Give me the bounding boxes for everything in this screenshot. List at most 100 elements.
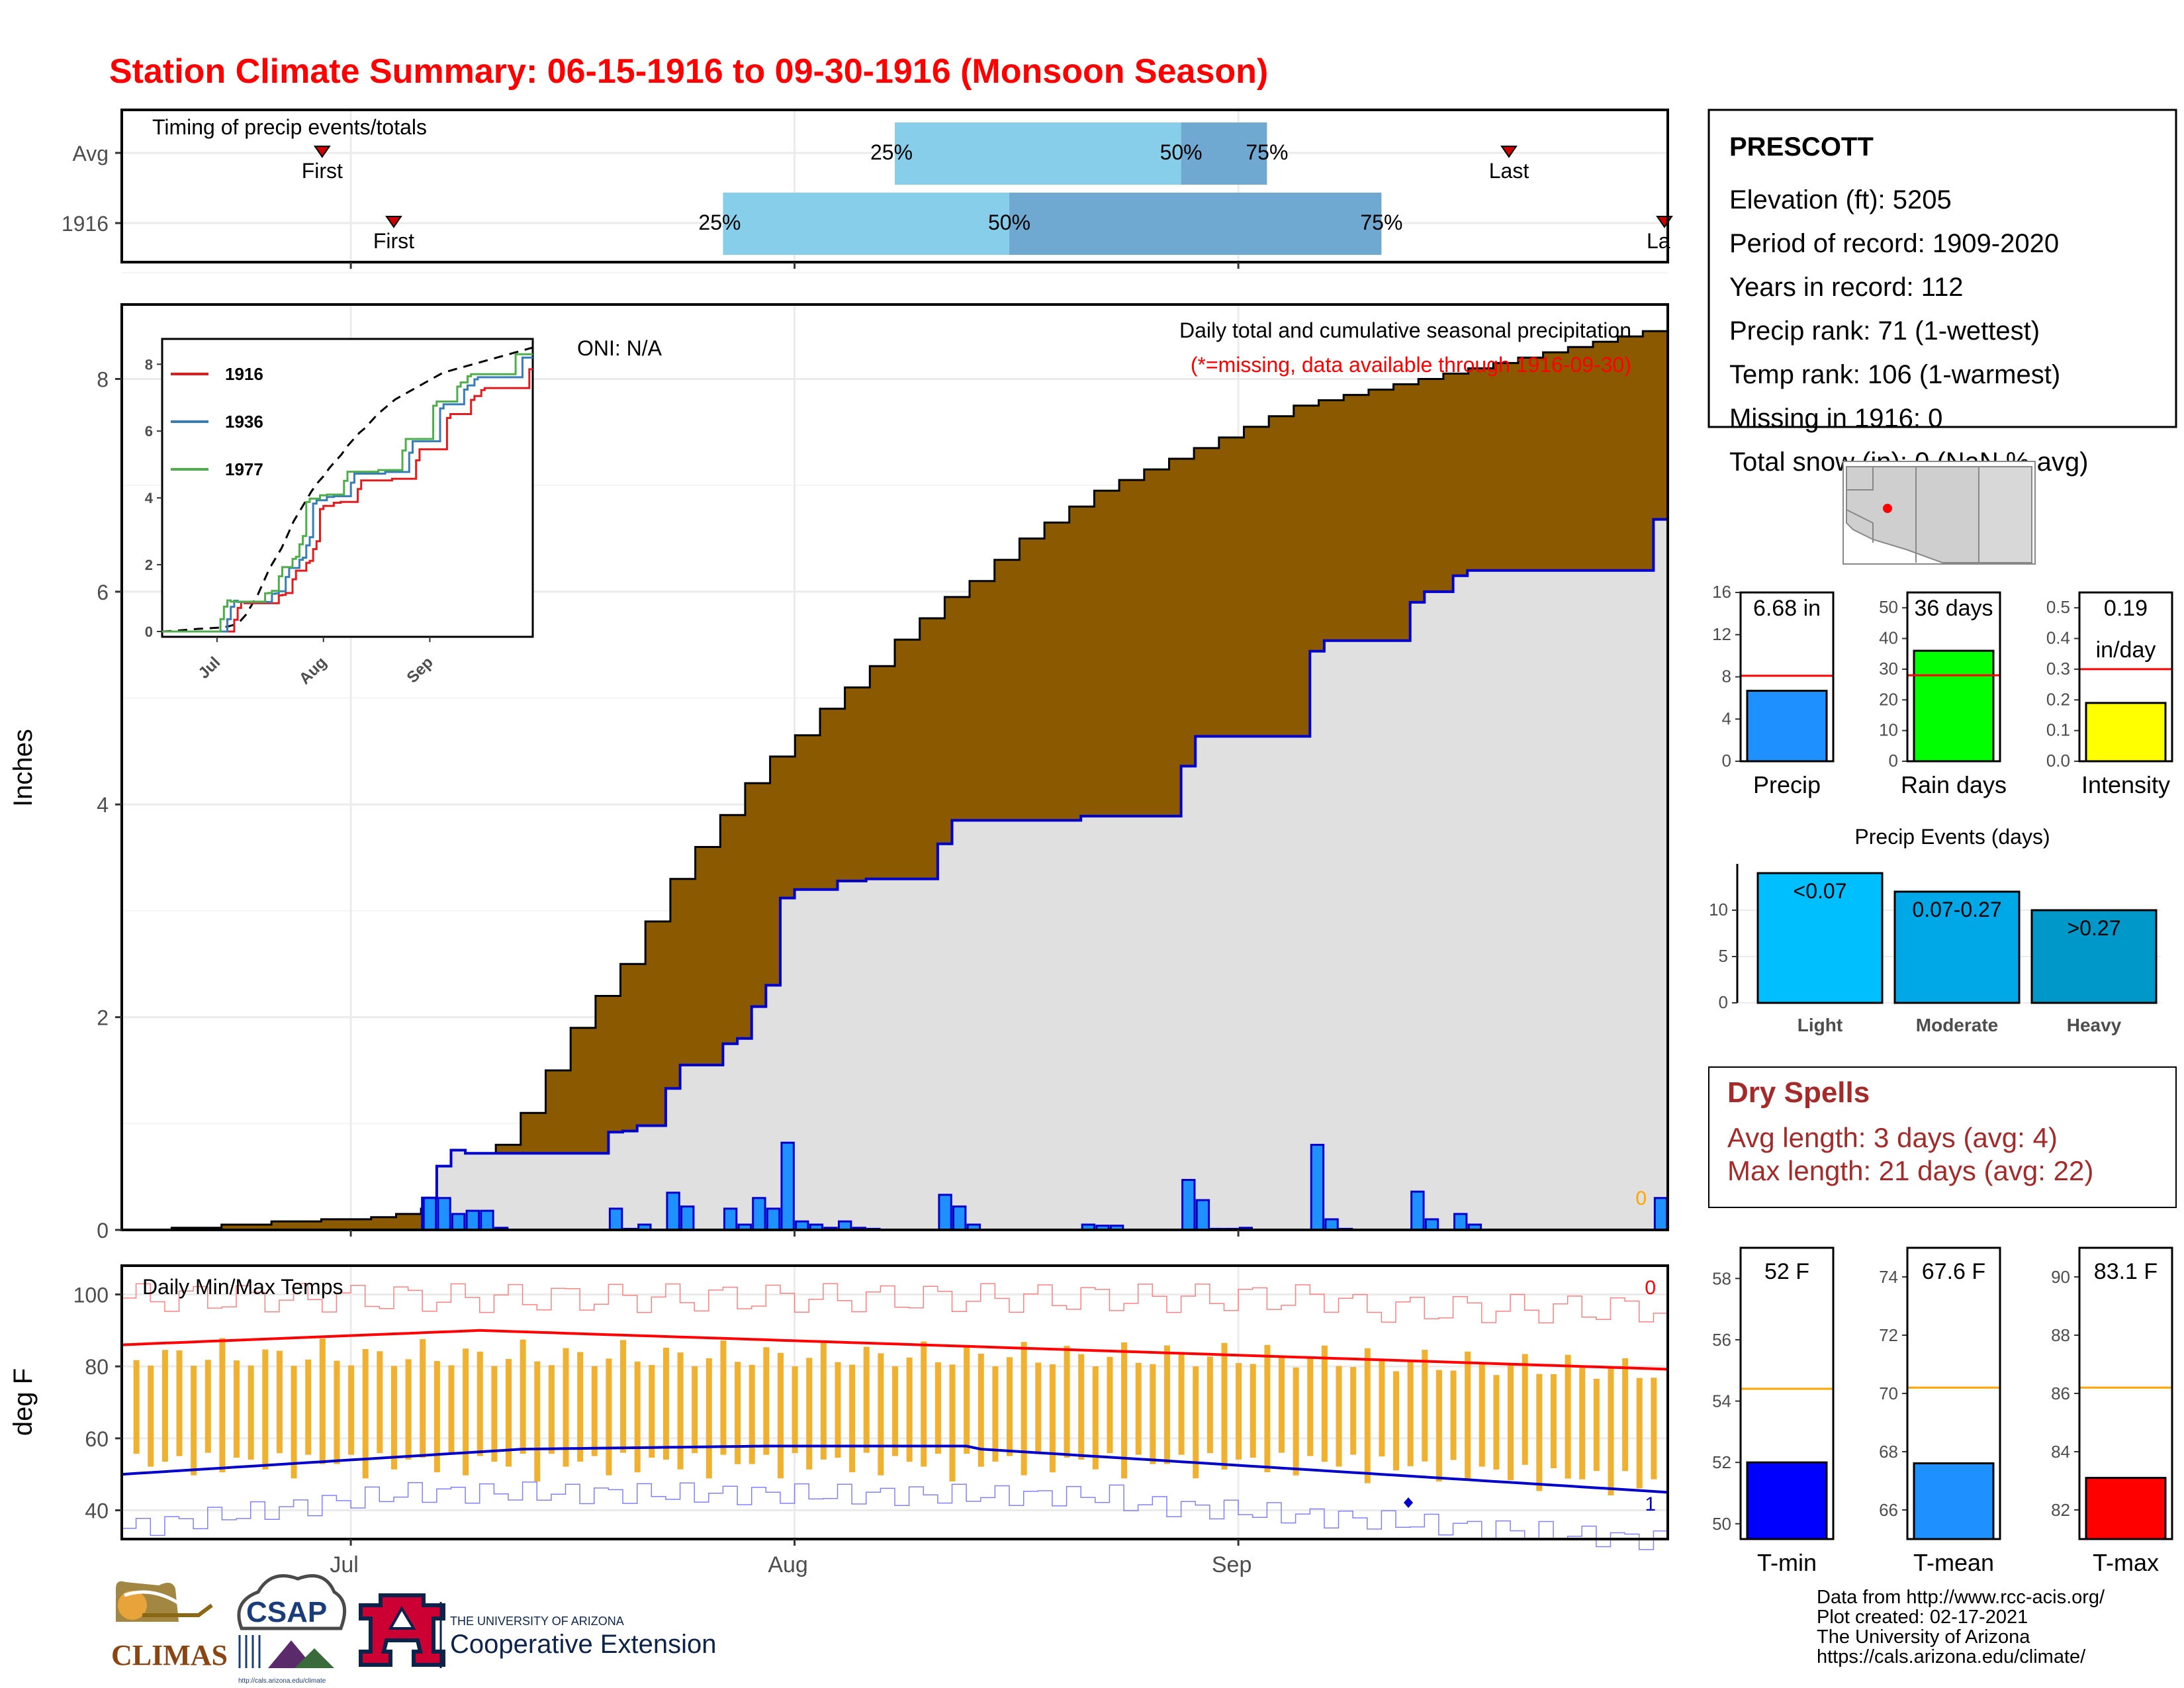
temp-bar-y-tick-label: 88 xyxy=(2051,1325,2070,1345)
events-bar xyxy=(2030,909,2158,1004)
mini-y-tick-label: 20 xyxy=(1879,689,1898,709)
mini-y-tick-label: 0 xyxy=(1889,751,1898,771)
daily-precip-bar xyxy=(1324,1218,1339,1231)
temp-bar-value-label: 83.1 F xyxy=(2094,1259,2158,1284)
plot-border xyxy=(120,303,1669,1231)
station-info-line: Precip rank: 71 (1-wettest) xyxy=(1729,316,2040,346)
timing-first-marker xyxy=(385,216,402,228)
climas-wordmark: CLIMAS xyxy=(111,1639,228,1671)
temp-count-top: 0 xyxy=(1645,1277,1656,1299)
daily-temp-bar xyxy=(248,1365,254,1460)
daily-temp-bar xyxy=(491,1366,498,1462)
csap-wordmark: CSAP xyxy=(246,1596,327,1628)
record-low-line xyxy=(122,1481,1668,1550)
daily-temp-bar xyxy=(1435,1370,1442,1482)
daily-temp-bar xyxy=(362,1348,369,1479)
daily-temp-bar xyxy=(1508,1364,1514,1480)
temp-y-tick-label: 100 xyxy=(73,1283,109,1307)
mini-y-tick-label: 10 xyxy=(1879,720,1898,740)
record-low-marker xyxy=(1404,1497,1413,1508)
daily-temp-bar xyxy=(506,1358,512,1467)
mini-bar-value-label: 6.68 in xyxy=(1753,596,1821,621)
daily-temp-bar xyxy=(377,1351,383,1454)
mini-y-tick-label: 0.3 xyxy=(2046,659,2070,679)
daily-precip-bar xyxy=(1653,1197,1668,1231)
daily-temp-bar xyxy=(964,1346,970,1454)
daily-temp-bar xyxy=(1321,1345,1328,1462)
daily-precip-bar xyxy=(1181,1178,1196,1231)
daily-temp-bar xyxy=(735,1362,741,1464)
temp-bar-y-tick-label: 82 xyxy=(2051,1500,2070,1520)
temp-border xyxy=(120,1264,1669,1540)
inset-legend-label: 1977 xyxy=(225,459,263,479)
daily-temp-bar xyxy=(692,1366,698,1454)
station-info-line: Temp rank: 106 (1-warmest) xyxy=(1729,360,2060,389)
climas-logo: CLIMAS xyxy=(111,1581,228,1671)
normal-max-line xyxy=(121,1329,1668,1371)
daily-temp-bar xyxy=(1336,1366,1342,1467)
events-bar-range: 0.07-0.27 xyxy=(1912,898,2001,921)
missing-data-note: (*=missing, data available through 1916-… xyxy=(1191,353,1631,377)
events-bar xyxy=(1756,872,1884,1004)
temp-y-tick-label: 60 xyxy=(85,1427,109,1451)
daily-temp-bar xyxy=(1593,1378,1600,1472)
mini-y-tick-label: 16 xyxy=(1712,582,1731,602)
daily-temp-bar xyxy=(291,1366,297,1479)
temp-bar-y-tick-label: 54 xyxy=(1712,1391,1731,1411)
daily-precip-bar xyxy=(1410,1190,1425,1231)
daily-temp-bar xyxy=(577,1352,584,1462)
daily-precip-bar xyxy=(780,1141,795,1231)
mini-bar-label: Rain days xyxy=(1901,771,2007,798)
daily-temp-bar xyxy=(1250,1364,1256,1458)
timing-quartile-25-50 xyxy=(723,193,1010,255)
daily-temp-bar xyxy=(777,1352,784,1479)
temp-bar-value xyxy=(1746,1461,1828,1540)
y-tick-label: 2 xyxy=(97,1006,109,1030)
events-bar-label: Light xyxy=(1797,1015,1843,1035)
daily-temp-bar xyxy=(677,1352,684,1470)
timing-q75-label: 75% xyxy=(1360,211,1402,234)
daily-precip-bar xyxy=(680,1205,695,1231)
mini-bar-value xyxy=(2085,702,2167,763)
mini-bar-frame xyxy=(1739,591,1835,763)
timing-q50-label: 50% xyxy=(1160,140,1203,164)
temp-bar-label: T-min xyxy=(1757,1549,1817,1576)
daily-temp-bar xyxy=(1078,1354,1085,1460)
daily-temp-bar xyxy=(262,1349,269,1470)
daily-temp-bar xyxy=(720,1340,727,1455)
daily-temp-bar xyxy=(1636,1378,1643,1489)
daily-precip-bar xyxy=(422,1197,437,1231)
normal-min-line xyxy=(121,1444,1668,1494)
temp-bar-label: T-max xyxy=(2093,1549,2159,1576)
temp-y-tick-label: 40 xyxy=(85,1499,109,1523)
daily-temp-bar xyxy=(1221,1342,1228,1470)
temp-bar-frame xyxy=(1739,1246,1835,1540)
daily-precip-bar xyxy=(480,1209,494,1231)
mini-bar-label: Intensity xyxy=(2081,771,2170,798)
daily-temp-bar xyxy=(1135,1362,1142,1455)
y-axis-label: Inches xyxy=(9,729,38,807)
daily-temp-bar xyxy=(1550,1374,1557,1468)
daily-temp-bar xyxy=(749,1364,755,1464)
events-bar xyxy=(1893,890,2021,1004)
temp-bar-y-tick-label: 90 xyxy=(2051,1267,2070,1287)
daily-temp-bar xyxy=(806,1358,813,1470)
events-bar-label: Moderate xyxy=(1916,1015,1998,1035)
daily-precip-bar xyxy=(766,1207,781,1231)
inset-legend-label: 1916 xyxy=(225,364,263,384)
daily-temp-bar xyxy=(1536,1374,1543,1491)
missing-count: 0 xyxy=(1635,1188,1647,1209)
temp-y-tick-label: 80 xyxy=(85,1355,109,1379)
daily-temp-bar xyxy=(1422,1350,1428,1462)
mini-bar-value-label: 0.19 xyxy=(2104,596,2148,621)
daily-temp-bar xyxy=(921,1341,927,1467)
daily-temp-bar xyxy=(1479,1364,1485,1467)
station-info-line: Missing in 1916: 0 xyxy=(1729,404,1942,433)
university-of-arizona-logo: THE UNIVERSITY OF ARIZONA Cooperative Ex… xyxy=(359,1593,716,1668)
dry-spells-avg: Avg length: 3 days (avg: 4) xyxy=(1727,1122,2058,1153)
mini-bar-value-label: 36 days xyxy=(1914,596,1993,621)
daily-temp-bar xyxy=(390,1366,397,1470)
daily-temp-bar xyxy=(1379,1359,1385,1457)
inset-frame xyxy=(161,338,534,638)
